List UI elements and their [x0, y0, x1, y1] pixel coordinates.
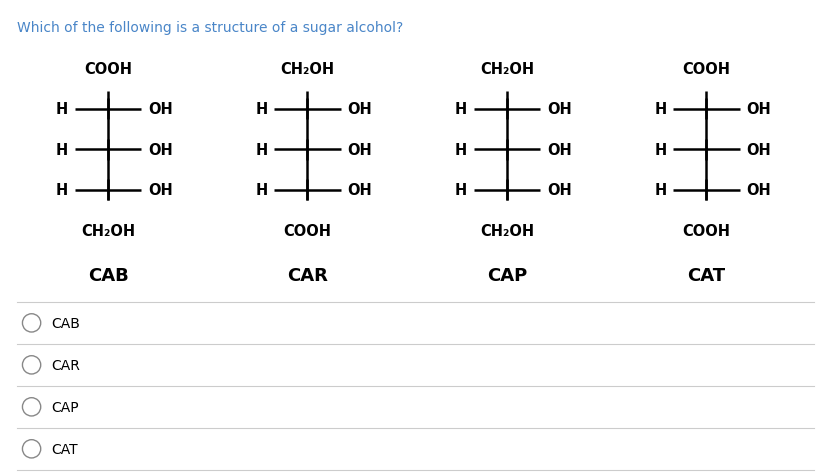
Text: CAP: CAP [52, 400, 79, 414]
Text: OH: OH [148, 102, 173, 117]
Text: CAT: CAT [52, 442, 78, 456]
Text: H: H [56, 183, 68, 198]
Text: OH: OH [547, 142, 572, 158]
Text: COOH: COOH [682, 224, 730, 238]
Text: OH: OH [547, 183, 572, 198]
Text: CAT: CAT [687, 267, 725, 285]
Text: H: H [455, 142, 467, 158]
Text: H: H [455, 183, 467, 198]
Text: OH: OH [148, 183, 173, 198]
Text: CAB: CAB [52, 316, 81, 330]
Text: OH: OH [547, 102, 572, 117]
Text: OH: OH [746, 142, 771, 158]
Text: OH: OH [148, 142, 173, 158]
Text: CH₂OH: CH₂OH [479, 62, 534, 77]
Text: OH: OH [746, 102, 771, 117]
Text: CH₂OH: CH₂OH [479, 224, 534, 238]
Text: OH: OH [347, 183, 372, 198]
Text: CH₂OH: CH₂OH [81, 224, 135, 238]
Text: H: H [455, 102, 467, 117]
Text: CAR: CAR [287, 267, 328, 285]
Text: Which of the following is a structure of a sugar alcohol?: Which of the following is a structure of… [17, 21, 403, 35]
Text: H: H [654, 142, 666, 158]
Text: CAR: CAR [52, 358, 81, 372]
Text: H: H [255, 102, 268, 117]
Text: COOH: COOH [283, 224, 332, 238]
Text: CH₂OH: CH₂OH [280, 62, 335, 77]
Text: COOH: COOH [682, 62, 730, 77]
Text: OH: OH [347, 142, 372, 158]
Text: COOH: COOH [84, 62, 132, 77]
Text: CAB: CAB [87, 267, 129, 285]
Text: CAP: CAP [487, 267, 527, 285]
Text: H: H [56, 102, 68, 117]
Text: H: H [255, 183, 268, 198]
Text: OH: OH [746, 183, 771, 198]
Text: H: H [654, 183, 666, 198]
Text: H: H [255, 142, 268, 158]
Text: H: H [56, 142, 68, 158]
Text: OH: OH [347, 102, 372, 117]
Text: H: H [654, 102, 666, 117]
